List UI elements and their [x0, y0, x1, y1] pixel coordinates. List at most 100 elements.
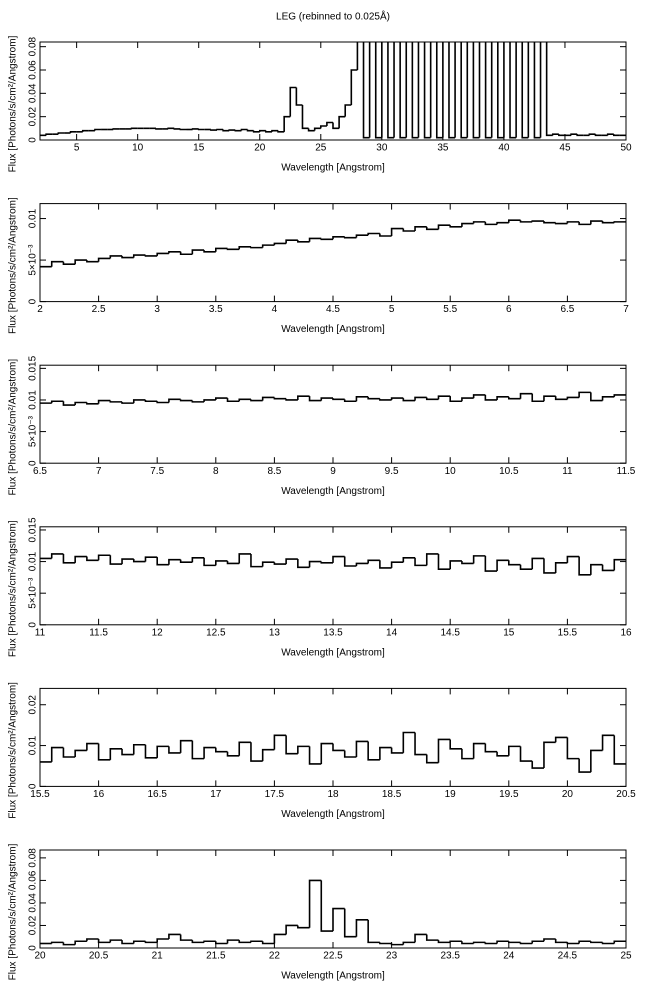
y-tick-label: 0	[28, 622, 39, 628]
histogram-bin	[332, 398, 345, 401]
histogram-bin	[402, 941, 416, 945]
histogram-bin	[578, 758, 591, 773]
histogram-bin	[379, 746, 392, 760]
histogram-bin	[519, 220, 533, 223]
plot-frame	[39, 203, 627, 303]
histogram-bin	[533, 42, 541, 139]
histogram-bin	[97, 743, 111, 761]
histogram-bin	[554, 396, 568, 401]
histogram-bin	[97, 554, 111, 561]
histogram-bin	[226, 248, 240, 251]
y-tick-label: 0.06	[28, 60, 39, 80]
histogram-bin	[250, 553, 263, 568]
x-tick-label: 3	[154, 304, 160, 315]
x-tick-label: 11	[35, 627, 46, 638]
histogram-bin	[74, 555, 87, 563]
histogram-bin	[367, 919, 380, 944]
histogram-bin	[261, 941, 275, 945]
histogram-bin	[343, 236, 357, 239]
histogram-bin	[86, 742, 99, 751]
histogram-bin	[271, 129, 279, 132]
histogram-bin	[308, 746, 322, 765]
histogram-bin	[472, 394, 486, 399]
histogram-bin	[543, 741, 556, 769]
histogram-bin	[508, 560, 521, 566]
histogram-bin	[144, 255, 158, 257]
histogram-bin	[62, 553, 76, 564]
histogram-bin	[97, 938, 111, 944]
plot-frame	[39, 364, 627, 464]
x-tick-label: 11.5	[89, 627, 108, 638]
histogram-bin	[168, 558, 181, 565]
histogram-bin	[343, 908, 357, 938]
x-tick-label: 15.5	[558, 627, 578, 638]
x-tick-label: 7	[96, 466, 102, 477]
plot-area	[40, 553, 626, 576]
histogram-bin	[297, 925, 310, 929]
histogram-bin	[566, 942, 580, 945]
histogram-bin	[285, 239, 298, 244]
histogram-bin	[320, 880, 333, 932]
histogram-bin	[399, 42, 407, 139]
histogram-bin	[332, 743, 345, 752]
histogram-bin	[554, 938, 568, 944]
histogram-bin	[411, 42, 419, 139]
histogram-bin	[472, 941, 486, 944]
x-tick-label: 11.5	[617, 466, 636, 477]
x-tick-label: 6	[506, 304, 512, 315]
x-axis-label: Wavelength [Angstrom]	[281, 971, 385, 982]
histogram-bin	[531, 557, 544, 570]
histogram-bin	[425, 754, 439, 764]
x-tick-label: 9	[330, 466, 336, 477]
histogram-bin	[121, 255, 134, 259]
histogram-bin	[601, 221, 615, 224]
histogram-bin	[613, 940, 626, 944]
histogram-bin	[578, 221, 591, 226]
histogram-bin	[215, 747, 228, 753]
histogram-bin	[297, 395, 310, 400]
x-tick-label: 13	[269, 627, 281, 638]
histogram-bin	[570, 133, 578, 136]
histogram-bin	[238, 940, 251, 944]
histogram-bin	[179, 399, 193, 402]
histogram-bin	[448, 42, 456, 139]
y-tick-label: 0.04	[28, 83, 39, 103]
histogram-bin	[109, 555, 123, 565]
histogram-bin	[226, 751, 240, 757]
x-tick-label: 50	[620, 143, 632, 154]
histogram-bin	[393, 42, 395, 138]
histogram-bin	[320, 742, 333, 764]
histogram-bin	[545, 42, 553, 137]
histogram-bin	[109, 255, 123, 259]
plot-area	[40, 391, 626, 406]
histogram-bin	[273, 734, 287, 750]
histogram-bin	[109, 400, 123, 403]
histogram-bin	[449, 560, 462, 570]
histogram-bin	[121, 558, 134, 565]
x-tick-label: 7	[623, 304, 629, 315]
x-axis-label: Wavelength [Angstrom]	[281, 809, 385, 820]
histogram-bin	[527, 42, 530, 138]
histogram-bin	[484, 743, 498, 753]
histogram-bin	[478, 42, 481, 138]
histogram-bin	[508, 219, 521, 223]
histogram-bin	[297, 240, 310, 243]
histogram-bin	[62, 261, 76, 266]
histogram-bin	[566, 396, 580, 400]
histogram-bin	[332, 122, 340, 130]
x-tick-label: 20	[34, 951, 46, 962]
histogram-bin	[57, 132, 65, 135]
histogram-bin	[167, 127, 175, 130]
histogram-bin	[508, 396, 521, 400]
histogram-bin	[355, 396, 369, 402]
histogram-bin	[390, 227, 404, 236]
panel: 2 2.5 3 3.5 4 4.5 5 5.5 6 6.5 7 0 5×10⁻³ 0.01 Waveleng…	[8, 197, 630, 335]
histogram-bin	[402, 398, 416, 402]
y-tick-label: 0	[28, 137, 39, 143]
histogram-bin	[496, 396, 509, 400]
x-tick-label: 3.5	[209, 304, 223, 315]
x-tick-label: 6.5	[560, 304, 574, 315]
plot-area	[40, 731, 626, 773]
histogram-bin	[484, 942, 498, 945]
histogram-bin	[238, 553, 251, 564]
